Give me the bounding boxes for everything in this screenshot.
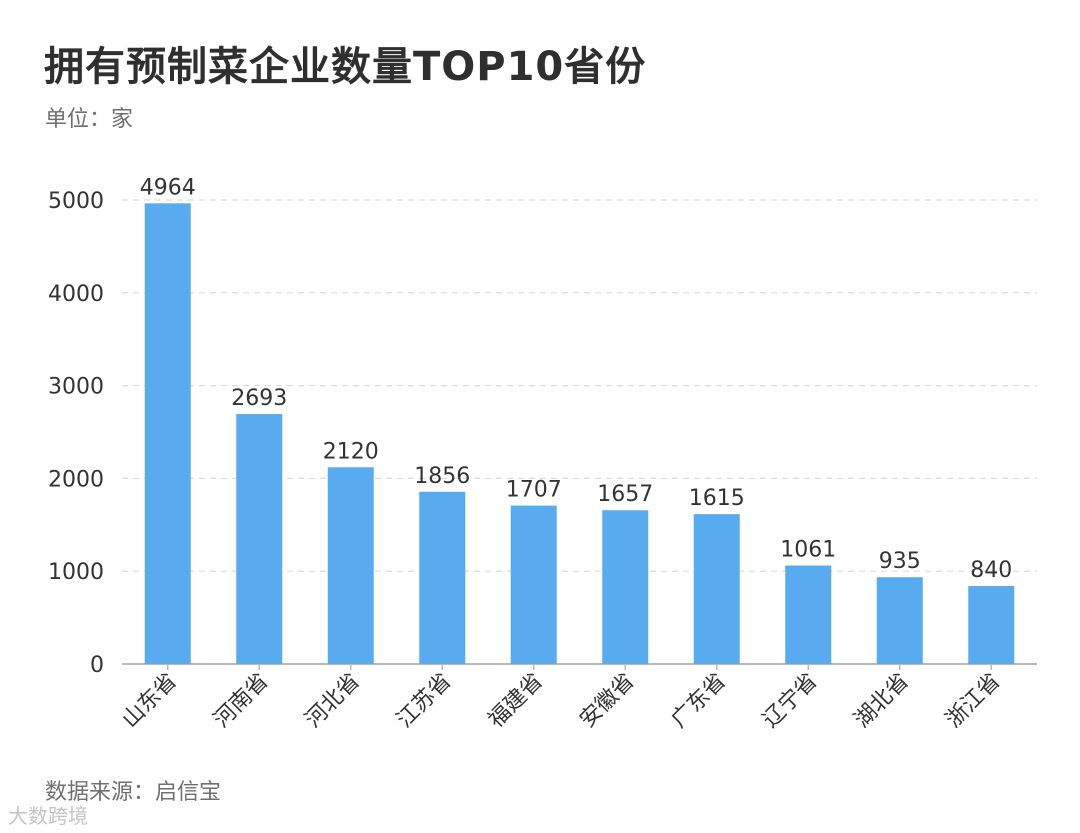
x-tick-label: 江苏省: [392, 669, 456, 733]
data-label: 1707: [506, 478, 562, 503]
bar: [876, 577, 923, 664]
y-tick-label: 1000: [48, 560, 104, 585]
x-tick-label: 广东省: [667, 669, 731, 733]
data-label: 1615: [689, 486, 745, 511]
x-tick-label: 浙江省: [941, 669, 1005, 733]
bar: [327, 467, 374, 664]
data-label: 935: [879, 549, 921, 574]
bar: [785, 565, 832, 664]
y-tick-label: 3000: [48, 375, 104, 400]
chart-title: 拥有预制菜企业数量TOP10省份: [44, 44, 647, 90]
y-tick-label: 2000: [48, 467, 104, 492]
unit-label: 单位：家: [45, 107, 134, 132]
source-note: 数据来源：启信宝: [45, 780, 222, 805]
data-label: 1657: [597, 482, 653, 507]
bar: [968, 586, 1015, 664]
data-label: 840: [970, 558, 1012, 583]
bar: [419, 491, 466, 664]
x-tick-label: 福建省: [484, 669, 548, 733]
x-tick-label: 湖北省: [850, 669, 914, 733]
x-tick-label: 河南省: [209, 669, 273, 733]
y-tick-label: 0: [90, 653, 104, 678]
y-tick-label: 5000: [48, 189, 104, 214]
x-tick-label: 安徽省: [575, 669, 639, 733]
bar: [236, 414, 283, 664]
bar: [144, 203, 191, 664]
y-tick-label: 4000: [48, 282, 104, 307]
bar: [510, 505, 557, 664]
x-tick-label: 辽宁省: [758, 669, 822, 733]
data-label: 1856: [414, 464, 470, 489]
bar: [602, 510, 649, 664]
data-label: 1061: [780, 538, 836, 563]
x-tick-label: 河北省: [301, 669, 365, 733]
data-label: 2120: [323, 439, 379, 464]
x-tick-label: 山东省: [118, 669, 182, 733]
bar: [693, 514, 740, 664]
data-label: 4964: [140, 175, 196, 200]
watermark-text: 大数跨境: [8, 804, 88, 828]
data-label: 2693: [231, 386, 287, 411]
